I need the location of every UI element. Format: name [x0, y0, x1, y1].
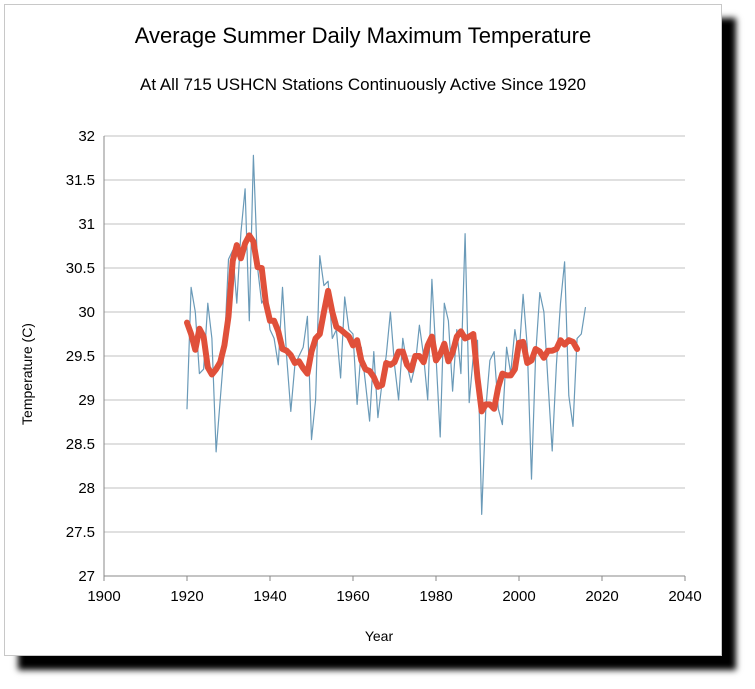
x-tick-label: 1980 — [419, 588, 452, 605]
series-line-smoothed — [184, 232, 581, 415]
y-tick-label: 32 — [78, 128, 95, 145]
y-tick-label: 31 — [78, 216, 95, 233]
y-tick-label: 28.5 — [66, 436, 95, 453]
chart-frame: Average Summer Daily Maximum Temperature… — [4, 4, 722, 656]
series-line-annual — [186, 154, 587, 515]
y-tick-labels: 27 27.5 28 28.5 29 29.5 30 30.5 31 31.5 32 — [66, 128, 95, 585]
y-tick-label: 29.5 — [66, 348, 95, 365]
x-tick-label: 2040 — [668, 588, 701, 605]
y-tick-label: 30.5 — [66, 260, 95, 277]
x-tick-label: 2000 — [502, 588, 535, 605]
y-tick-label: 27 — [78, 568, 95, 585]
y-tick-label: 28 — [78, 480, 95, 497]
y-tick-label: 29 — [78, 392, 95, 409]
x-tick-label: 1920 — [170, 588, 203, 605]
chart-title: Average Summer Daily Maximum Temperature — [134, 23, 592, 48]
y-tick-label: 30 — [78, 304, 95, 321]
plot-area: 27 27.5 28 28.5 29 29.5 30 30.5 31 31.5 32 1900 192… — [19, 128, 702, 644]
y-axis-title: Temperature (C) — [19, 323, 35, 425]
x-tick-label: 1960 — [336, 588, 369, 605]
chart-subtitle: At All 715 USHCN Stations Continuously A… — [139, 75, 587, 94]
x-axis-title: Year — [365, 628, 394, 644]
axes — [103, 136, 686, 581]
x-tick-label: 2020 — [585, 588, 618, 605]
x-tick-labels: 1900 1920 1940 1960 1980 2000 2020 2040 — [87, 588, 701, 605]
y-tick-label: 31.5 — [66, 172, 95, 189]
series-layer — [184, 154, 587, 515]
x-tick-label: 1940 — [253, 588, 286, 605]
y-tick-label: 27.5 — [66, 524, 95, 541]
x-tick-label: 1900 — [87, 588, 120, 605]
